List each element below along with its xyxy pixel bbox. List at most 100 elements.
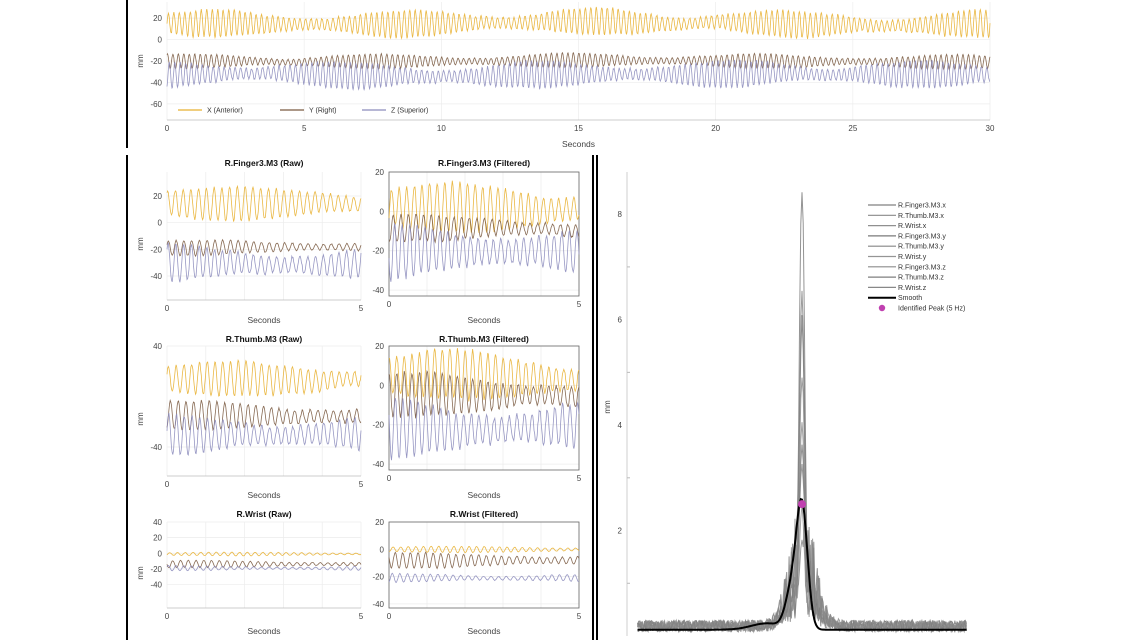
axes-box xyxy=(388,345,580,471)
chart-wrist-raw: 40 20 0 -20 -40 0 5 Seconds mm R.Wrist (Raw) xyxy=(136,509,364,636)
series-line-0 xyxy=(166,6,991,40)
series-line-2 xyxy=(166,565,362,572)
y-tick-label: -40 xyxy=(150,272,162,281)
chart-thumb-raw: 40 -40 0 5 Seconds mm R.Thumb.M3 (Raw) xyxy=(136,334,364,500)
legend-label: R.Finger3.M3.y xyxy=(898,233,946,240)
series-line-0 xyxy=(388,545,580,554)
series-line-1 xyxy=(166,51,991,72)
spectrum-line-5 xyxy=(637,504,967,634)
chart-title: R.Finger3.M3 (Raw) xyxy=(225,158,304,168)
y-tick-label: -60 xyxy=(150,100,162,109)
y-tick-label: 40 xyxy=(153,342,162,351)
x-tick-label: 5 xyxy=(577,474,582,483)
legend-label: R.Finger3.M3.x xyxy=(898,203,946,210)
x-axis-label: Seconds xyxy=(247,315,280,325)
y-tick-label: -20 xyxy=(150,57,162,66)
series-line-2 xyxy=(166,242,362,283)
identified-peak-marker xyxy=(798,500,806,509)
y-axis-label: mm xyxy=(136,412,145,426)
x-axis-label: Seconds xyxy=(467,490,500,500)
y-tick-label: -40 xyxy=(372,600,384,609)
axes-box xyxy=(388,521,580,609)
y-tick-label: 0 xyxy=(158,549,163,558)
x-tick-label: 15 xyxy=(574,124,583,133)
legend: X (Anterior) Y (Right) Z (Superior) xyxy=(178,108,428,115)
y-tick-label: -20 xyxy=(150,565,162,574)
x-axis-label: Seconds xyxy=(247,490,280,500)
y-tick-label: 20 xyxy=(153,534,162,543)
legend-label: R.Thumb.M3.z xyxy=(898,275,944,282)
chart-overview: 20 0 -20 -40 -60 0 5 10 15 20 25 30 Seconds mm X (Ante… xyxy=(136,2,995,149)
legend-label: Y (Right) xyxy=(309,108,337,115)
series-line-2 xyxy=(166,412,362,457)
y-tick-label: 2 xyxy=(618,527,623,536)
y-tick-label: -40 xyxy=(150,443,162,452)
x-tick-label: 5 xyxy=(302,124,307,133)
legend-label: R.Wrist.z xyxy=(898,285,927,292)
series-line-0 xyxy=(166,184,362,222)
x-tick-label: 0 xyxy=(387,300,392,309)
legend: R.Finger3.M3.x R.Thumb.M3.x R.Wrist.x R.Fin… xyxy=(868,203,965,313)
y-tick-label: -20 xyxy=(372,421,384,430)
series-line-2 xyxy=(388,572,580,584)
y-tick-label: -40 xyxy=(150,581,162,590)
series-line-0 xyxy=(166,359,362,397)
y-tick-label: 20 xyxy=(375,168,384,177)
y-tick-label: -40 xyxy=(372,460,384,469)
series-line-1 xyxy=(388,551,580,570)
y-tick-label: 8 xyxy=(618,210,623,219)
legend-label: R.Thumb.M3.y xyxy=(898,244,944,251)
y-tick-label: 40 xyxy=(153,518,162,527)
x-tick-label: 0 xyxy=(387,612,392,621)
chart-title: R.Wrist (Raw) xyxy=(236,509,291,519)
series-line-0 xyxy=(388,347,580,402)
legend-label: R.Wrist.y xyxy=(898,254,927,261)
y-tick-label: -40 xyxy=(150,78,162,87)
x-tick-label: 0 xyxy=(387,474,392,483)
x-tick-label: 0 xyxy=(165,612,170,621)
x-tick-label: 5 xyxy=(359,304,364,313)
y-tick-label: 20 xyxy=(153,14,162,23)
legend-label: X (Anterior) xyxy=(207,108,243,115)
x-axis-label: Seconds xyxy=(467,626,500,636)
axes-box xyxy=(388,171,580,297)
y-tick-label: 0 xyxy=(158,219,163,228)
series-line-1 xyxy=(166,559,362,569)
x-axis-label: Seconds xyxy=(562,139,595,149)
x-tick-label: 20 xyxy=(711,124,720,133)
x-tick-label: 10 xyxy=(437,124,446,133)
y-tick-label: 6 xyxy=(618,316,623,325)
chart-title: R.Wrist (Filtered) xyxy=(450,509,518,519)
spectrum-line-1 xyxy=(637,290,967,633)
series-line-0 xyxy=(388,180,580,234)
series-line-2 xyxy=(388,222,580,282)
series-line-1 xyxy=(388,369,580,419)
chart-title: R.Thumb.M3 (Filtered) xyxy=(439,334,529,344)
x-axis-label: Seconds xyxy=(467,315,500,325)
spectrum-line-2 xyxy=(637,422,967,634)
y-axis-label: mm xyxy=(136,237,145,251)
y-axis-label: mm xyxy=(603,400,612,414)
y-axis-label: mm xyxy=(136,566,145,580)
x-tick-label: 25 xyxy=(848,124,857,133)
series-line-1 xyxy=(388,213,580,244)
x-tick-label: 0 xyxy=(165,480,170,489)
series-line-0 xyxy=(166,551,362,557)
series-line-1 xyxy=(166,238,362,258)
legend-label: Smooth xyxy=(898,295,922,302)
y-tick-label: 20 xyxy=(375,518,384,527)
chart-finger-raw: 20 0 -20 -40 0 5 Seconds mm R.Finger3.M3 (Raw) xyxy=(136,158,364,325)
series-line-2 xyxy=(388,398,580,461)
y-tick-label: -40 xyxy=(372,286,384,295)
x-tick-label: 5 xyxy=(577,300,582,309)
spectrum-line-4 xyxy=(637,463,967,634)
x-axis-label: Seconds xyxy=(247,626,280,636)
chart-title: R.Thumb.M3 (Raw) xyxy=(226,334,303,344)
x-tick-label: 0 xyxy=(165,304,170,313)
y-tick-label: -20 xyxy=(150,245,162,254)
legend-label: Identified Peak (5 Hz) xyxy=(898,306,965,313)
y-tick-label: 0 xyxy=(380,381,385,390)
